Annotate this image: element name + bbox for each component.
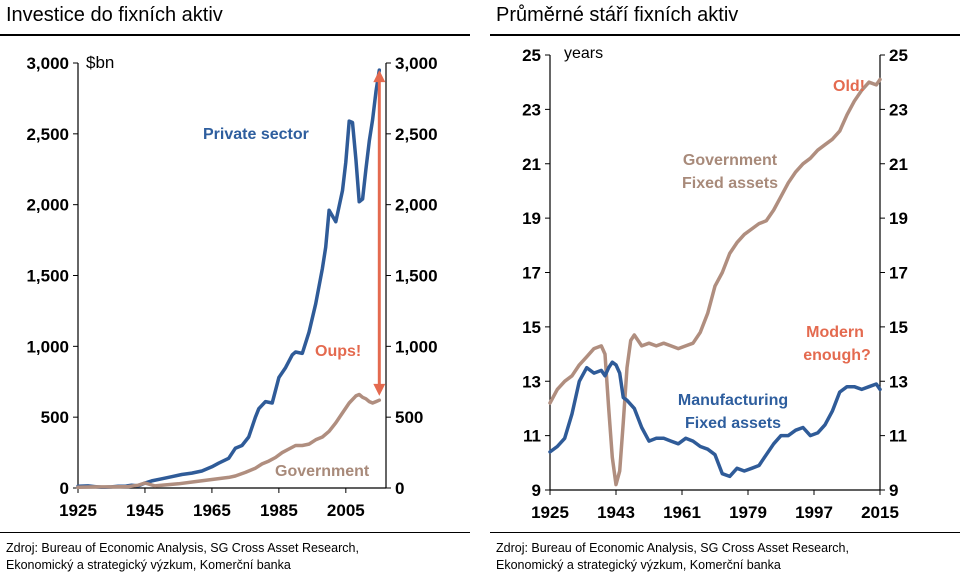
annotation-manufacturing-line-1: Manufacturing <box>678 392 788 409</box>
y-tick-label-right: 9 <box>889 481 898 500</box>
y-tick-label-left: 2,500 <box>26 125 69 144</box>
left-panel: Investice do fixních aktiv 0 0 500 500 1,000… <box>0 0 475 582</box>
y-tick-label-right: 19 <box>889 209 908 228</box>
x-tick-label: 2015 <box>861 503 899 522</box>
annotation-private-sector: Private sector <box>203 126 309 143</box>
annotation-government: Government <box>275 463 370 480</box>
annotation-modern-line-1: Modern <box>806 324 864 341</box>
right-source-line-1: Zdroj: Bureau of Economic Analysis, SG C… <box>496 541 849 555</box>
y-tick-label-right: 2,000 <box>395 196 438 215</box>
left-source-line-2: Ekonomický a strategický výzkum, Komerčn… <box>6 558 291 572</box>
y-tick-label-right: 11 <box>889 427 907 446</box>
oups-arrow-head-down <box>373 383 386 396</box>
y-tick-label-left: 19 <box>522 209 541 228</box>
oups-arrow-head-up <box>373 70 386 83</box>
y-tick-label-left: 13 <box>522 372 541 391</box>
left-chart: 0 0 500 500 1,000 1,000 1,500 1,500 2,000 2,000 2,… <box>26 53 437 520</box>
left-source: Zdroj: Bureau of Economic Analysis, SG C… <box>6 540 359 574</box>
y-tick-label-right: 21 <box>889 155 908 174</box>
y-tick-label-right: 23 <box>889 100 908 119</box>
y-tick-label-left: 25 <box>522 46 541 65</box>
tick-labels: 9 9 11 11 13 13 15 15 17 17 19 19 21 21 23 23 25 25 1925 19… <box>522 46 908 522</box>
right-chart-title: Průměrné stáří fixních aktiv <box>496 4 739 26</box>
y-tick-label-right: 1,000 <box>395 337 438 356</box>
series-line-2 <box>76 392 382 490</box>
y-tick-label-right: 25 <box>889 46 908 65</box>
x-tick-label: 1997 <box>795 503 833 522</box>
right-source-line-2: Ekonomický a strategický výzkum, Komerčn… <box>496 558 781 572</box>
x-tick-label: 1961 <box>663 503 701 522</box>
y-tick-label-right: 17 <box>889 264 908 283</box>
annotation-government-line-2: Fixed assets <box>682 175 778 192</box>
right-panel: Průměrné stáří fixních aktiv 9 9 11 11 13 13 1… <box>490 0 965 582</box>
y-tick-label-right: 1,500 <box>395 267 438 286</box>
x-tick-label: 1925 <box>531 503 569 522</box>
x-tick-label: 1925 <box>59 501 97 520</box>
x-tick-label: 1945 <box>126 501 164 520</box>
y-tick-label-left: 1,500 <box>26 267 69 286</box>
y-tick-label-left: 3,000 <box>26 54 69 73</box>
annotation-old: Old! <box>833 78 865 95</box>
right-chart: 9 9 11 11 13 13 15 15 17 17 19 19 21 21 23 23 25 25 1925 19… <box>522 45 908 522</box>
y-tick-label-left: 23 <box>522 100 541 119</box>
left-title-rule <box>0 34 470 36</box>
y-tick-label-right: 0 <box>395 479 404 498</box>
y-tick-label-left: 17 <box>522 264 541 283</box>
y-tick-label-left: 0 <box>60 479 69 498</box>
y-tick-label-right: 500 <box>395 408 423 427</box>
left-chart-title: Investice do fixních aktiv <box>6 4 223 26</box>
tick-labels: 0 0 500 500 1,000 1,000 1,500 1,500 2,000 2,000 2,… <box>26 54 437 520</box>
annotation-oups: Oups! <box>315 343 361 360</box>
annotation-government-line-1: Government <box>683 152 778 169</box>
left-source-line-1: Zdroj: Bureau of Economic Analysis, SG C… <box>6 541 359 555</box>
unit-label: years <box>564 45 603 62</box>
unit-label: $bn <box>86 53 114 72</box>
y-tick-label-left: 2,000 <box>26 196 69 215</box>
y-tick-label-left: 500 <box>41 408 69 427</box>
y-tick-label-right: 13 <box>889 372 908 391</box>
y-tick-label-right: 15 <box>889 318 908 337</box>
y-tick-label-left: 21 <box>522 155 541 174</box>
x-tick-label: 1979 <box>729 503 767 522</box>
x-tick-label: 1943 <box>597 503 635 522</box>
y-tick-label-left: 11 <box>523 427 541 446</box>
right-source-rule <box>490 532 960 533</box>
y-tick-label-left: 9 <box>532 481 541 500</box>
y-tick-label-left: 1,000 <box>26 337 69 356</box>
x-tick-label: 1965 <box>193 501 231 520</box>
y-tick-label-left: 15 <box>522 318 541 337</box>
right-source: Zdroj: Bureau of Economic Analysis, SG C… <box>496 540 849 574</box>
x-tick-label: 1985 <box>260 501 298 520</box>
y-tick-label-right: 2,500 <box>395 125 438 144</box>
series-line-2 <box>548 360 882 479</box>
annotation-modern-line-2: enough? <box>803 347 871 364</box>
y-tick-label-right: 3,000 <box>395 54 438 73</box>
right-title-rule <box>490 34 960 36</box>
left-source-rule <box>0 532 470 533</box>
annotation-manufacturing-line-2: Fixed assets <box>685 415 781 432</box>
x-tick-label: 2005 <box>327 501 365 520</box>
